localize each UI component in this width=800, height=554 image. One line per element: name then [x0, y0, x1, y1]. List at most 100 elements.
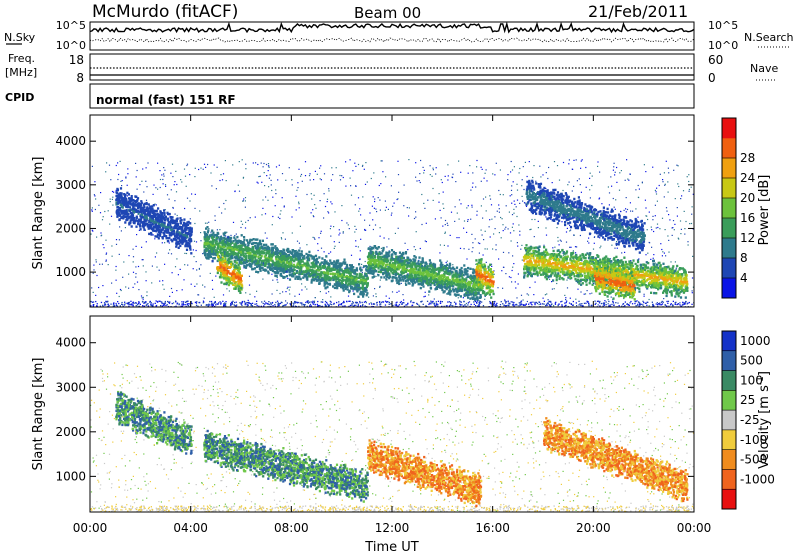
- echo-cell: [298, 276, 301, 279]
- scatter-speck: [609, 258, 611, 260]
- scatter-speck: [164, 169, 166, 171]
- echo-cell: [306, 276, 309, 279]
- echo-cell: [212, 253, 215, 256]
- scatter-speck: [489, 195, 491, 197]
- scatter-speck: [381, 160, 383, 162]
- echo-cell: [307, 262, 310, 265]
- echo-cell: [275, 251, 279, 254]
- echo-cell: [259, 247, 262, 250]
- scatter-speck: [318, 237, 320, 239]
- scatter-speck: [115, 243, 118, 245]
- scatter-speck: [241, 159, 243, 161]
- scatter-speck: [350, 185, 352, 187]
- scatter-speck: [686, 176, 688, 178]
- scatter-speck: [545, 216, 547, 218]
- echo-cell: [274, 261, 277, 265]
- ground-speck: [651, 301, 653, 303]
- ground-speck: [309, 303, 312, 306]
- ground-speck: [207, 305, 209, 307]
- echo-cell: [318, 256, 321, 259]
- ground-speck: [161, 302, 163, 305]
- scatter-speck: [480, 180, 482, 182]
- echo-cell: [271, 249, 274, 253]
- scatter-speck: [565, 231, 568, 233]
- scatter-speck: [416, 180, 418, 182]
- scatter-speck: [287, 286, 289, 288]
- echo-cell: [120, 202, 123, 205]
- echo-cell: [187, 220, 190, 224]
- echo-cell: [251, 268, 254, 271]
- echo-cell: [250, 238, 253, 242]
- echo-cell: [166, 240, 169, 243]
- scatter-speck: [327, 211, 329, 213]
- echo-cell: [281, 256, 284, 259]
- ground-speck: [395, 302, 397, 304]
- scatter-speck: [331, 203, 333, 205]
- echo-cell: [300, 252, 303, 256]
- ground-speck: [146, 303, 148, 306]
- scatter-speck: [202, 284, 204, 286]
- echo-cell: [132, 204, 135, 207]
- echo-cell: [162, 227, 165, 230]
- ground-speck: [588, 304, 590, 306]
- ground-speck: [473, 303, 475, 305]
- scatter-speck: [538, 303, 540, 306]
- scatter-speck: [579, 234, 581, 237]
- ground-speck: [160, 305, 162, 307]
- scatter-speck: [199, 275, 201, 277]
- scatter-speck: [427, 199, 429, 201]
- ground-speck: [104, 304, 106, 306]
- scatter-speck: [452, 173, 454, 175]
- scatter-speck: [569, 297, 571, 299]
- ground-speck: [634, 302, 636, 305]
- scatter-speck: [463, 227, 465, 229]
- echo-cell: [298, 254, 301, 258]
- scatter-speck: [102, 244, 104, 246]
- ground-speck: [351, 303, 353, 305]
- scatter-speck: [276, 289, 278, 291]
- echo-cell: [138, 210, 141, 214]
- ground-speck: [167, 300, 169, 303]
- scatter-speck: [364, 229, 366, 231]
- scatter-speck: [269, 174, 271, 176]
- scatter-speck: [489, 236, 491, 238]
- scatter-speck: [456, 237, 458, 239]
- scatter-speck: [523, 188, 525, 191]
- ground-speck: [631, 303, 634, 305]
- ground-speck: [205, 304, 207, 306]
- echo-cell: [323, 276, 326, 280]
- scatter-speck: [243, 198, 245, 200]
- scatter-speck: [276, 277, 278, 279]
- echo-cell: [213, 234, 217, 237]
- echo-cell: [126, 201, 129, 204]
- ground-speck: [683, 302, 685, 304]
- ground-speck: [296, 302, 298, 304]
- scatter-speck: [232, 164, 234, 166]
- scatter-speck: [291, 184, 293, 186]
- scatter-speck: [423, 172, 425, 174]
- ground-speck: [317, 305, 319, 307]
- ground-speck: [277, 302, 279, 304]
- ground-speck: [297, 301, 300, 304]
- scatter-speck: [128, 273, 130, 275]
- echo-cell: [182, 224, 185, 227]
- scatter-speck: [654, 262, 656, 264]
- ground-speck: [348, 305, 350, 307]
- echo-cell: [357, 280, 360, 284]
- echo-cell: [292, 259, 296, 262]
- scatter-speck: [100, 192, 102, 194]
- ground-speck: [534, 303, 536, 306]
- echo-cell: [342, 273, 345, 276]
- ground-speck: [588, 302, 590, 304]
- scatter-speck: [507, 174, 509, 176]
- echo-cell: [211, 236, 214, 239]
- echo-cell: [355, 267, 358, 270]
- ground-speck: [277, 303, 279, 305]
- echo-cell: [146, 225, 149, 228]
- ground-speck: [555, 301, 557, 303]
- ground-speck: [452, 305, 454, 307]
- echo-cell: [255, 265, 259, 268]
- ground-speck: [668, 305, 670, 307]
- echo-cell: [358, 276, 361, 280]
- echo-cell: [206, 245, 210, 248]
